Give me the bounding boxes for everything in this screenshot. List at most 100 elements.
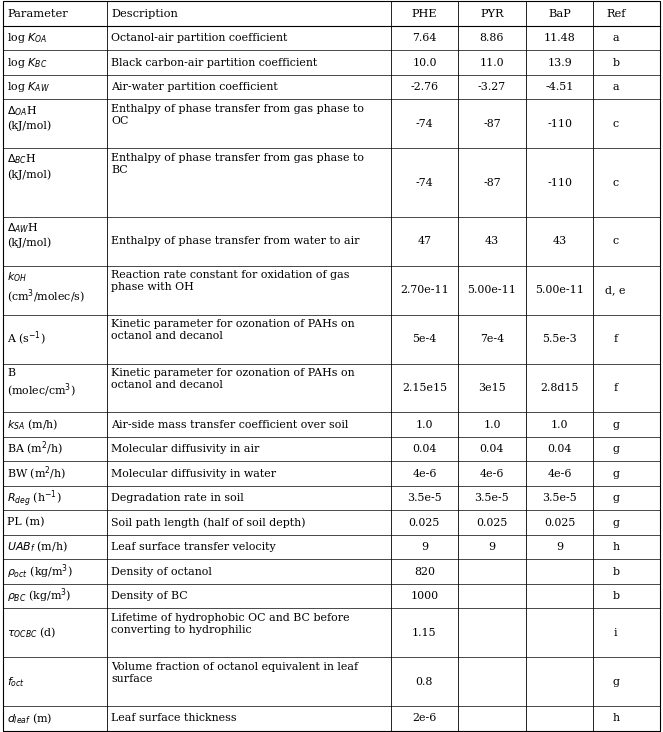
Text: -74: -74 [416, 177, 433, 187]
Text: 2.70e-11: 2.70e-11 [400, 285, 449, 295]
Text: 3e15: 3e15 [478, 383, 506, 393]
Text: 3.5e-5: 3.5e-5 [407, 493, 442, 503]
Text: $d_{leaf}$ (m): $d_{leaf}$ (m) [7, 711, 52, 725]
Text: Molecular diffusivity in air: Molecular diffusivity in air [111, 444, 259, 454]
Text: 0.025: 0.025 [476, 518, 508, 528]
Text: $R_{deg}$ (h$^{-1}$): $R_{deg}$ (h$^{-1}$) [7, 488, 62, 509]
Text: c: c [613, 236, 619, 246]
Text: Leaf surface transfer velocity: Leaf surface transfer velocity [111, 542, 276, 552]
Text: log $K_{BC}$: log $K_{BC}$ [7, 56, 48, 70]
Text: 4e-6: 4e-6 [548, 468, 572, 479]
Text: Enthalpy of phase transfer from gas phase to
OC: Enthalpy of phase transfer from gas phas… [111, 104, 364, 126]
Text: PL (m): PL (m) [7, 518, 45, 528]
Text: h: h [612, 713, 619, 723]
Text: a: a [613, 33, 619, 43]
Text: 7e-4: 7e-4 [480, 334, 504, 344]
Text: 9: 9 [556, 542, 563, 552]
Text: c: c [613, 177, 619, 187]
Text: Density of octanol: Density of octanol [111, 567, 212, 577]
Text: Air-water partition coefficient: Air-water partition coefficient [111, 82, 278, 92]
Text: BaP: BaP [548, 9, 571, 19]
Text: 0.8: 0.8 [416, 676, 433, 687]
Text: Molecular diffusivity in water: Molecular diffusivity in water [111, 468, 276, 479]
Text: 4e-6: 4e-6 [412, 468, 437, 479]
Text: Octanol-air partition coefficient: Octanol-air partition coefficient [111, 33, 287, 43]
Text: 4e-6: 4e-6 [480, 468, 505, 479]
Text: Description: Description [111, 9, 178, 19]
Text: 13.9: 13.9 [547, 58, 572, 67]
Text: g: g [612, 676, 619, 687]
Text: g: g [612, 518, 619, 528]
Text: Reaction rate constant for oxidation of gas
phase with OH: Reaction rate constant for oxidation of … [111, 270, 349, 293]
Text: 1.15: 1.15 [412, 627, 437, 638]
Text: 5.5e-3: 5.5e-3 [542, 334, 577, 344]
Text: f: f [614, 383, 618, 393]
Text: Degradation rate in soil: Degradation rate in soil [111, 493, 244, 503]
Text: Enthalpy of phase transfer from gas phase to
BC: Enthalpy of phase transfer from gas phas… [111, 153, 364, 175]
Text: 8.86: 8.86 [480, 33, 505, 43]
Text: $\Delta_{BC}$H
(kJ/mol): $\Delta_{BC}$H (kJ/mol) [7, 153, 52, 179]
Text: 43: 43 [485, 236, 499, 246]
Text: 3.5e-5: 3.5e-5 [475, 493, 509, 503]
Text: -3.27: -3.27 [478, 82, 506, 92]
Text: g: g [612, 468, 619, 479]
Text: 1.0: 1.0 [483, 419, 501, 430]
Text: log $K_{OA}$: log $K_{OA}$ [7, 31, 48, 45]
Text: PYR: PYR [480, 9, 504, 19]
Text: $\rho_{oct}$ (kg/m$^3$): $\rho_{oct}$ (kg/m$^3$) [7, 562, 73, 580]
Text: $k_{OH}$
(cm$^3$/molec/s): $k_{OH}$ (cm$^3$/molec/s) [7, 270, 86, 306]
Text: $\Delta_{OA}$H
(kJ/mol): $\Delta_{OA}$H (kJ/mol) [7, 104, 52, 130]
Text: d, e: d, e [605, 285, 626, 295]
Text: 2.8d15: 2.8d15 [540, 383, 579, 393]
Text: $f_{oct}$: $f_{oct}$ [7, 675, 25, 689]
Text: $UAB_f$ (m/h): $UAB_f$ (m/h) [7, 539, 68, 554]
Text: i: i [614, 627, 617, 638]
Text: 0.04: 0.04 [412, 444, 437, 454]
Text: 9: 9 [489, 542, 495, 552]
Text: 1.0: 1.0 [416, 419, 433, 430]
Text: $\rho_{BC}$ (kg/m$^3$): $\rho_{BC}$ (kg/m$^3$) [7, 586, 72, 605]
Text: 2e-6: 2e-6 [412, 713, 436, 723]
Text: 47: 47 [418, 236, 432, 246]
Text: h: h [612, 542, 619, 552]
Text: 1.0: 1.0 [551, 419, 568, 430]
Text: Air-side mass transfer coefficient over soil: Air-side mass transfer coefficient over … [111, 419, 348, 430]
Text: Kinetic parameter for ozonation of PAHs on
octanol and decanol: Kinetic parameter for ozonation of PAHs … [111, 368, 355, 390]
Text: Kinetic parameter for ozonation of PAHs on
octanol and decanol: Kinetic parameter for ozonation of PAHs … [111, 319, 355, 341]
Text: Density of BC: Density of BC [111, 591, 188, 601]
Text: b: b [612, 591, 619, 601]
Text: 820: 820 [414, 567, 435, 577]
Text: 1000: 1000 [410, 591, 438, 601]
Text: -2.76: -2.76 [410, 82, 438, 92]
Text: g: g [612, 493, 619, 503]
Text: 7.64: 7.64 [412, 33, 437, 43]
Text: c: c [613, 119, 619, 129]
Text: $\tau_{OCBC}$ (d): $\tau_{OCBC}$ (d) [7, 625, 56, 640]
Text: 9: 9 [421, 542, 428, 552]
Text: f: f [614, 334, 618, 344]
Text: 43: 43 [552, 236, 567, 246]
Text: A (s$^{-1}$): A (s$^{-1}$) [7, 330, 46, 348]
Text: 0.025: 0.025 [544, 518, 575, 528]
Text: 5e-4: 5e-4 [412, 334, 436, 344]
Text: -74: -74 [416, 119, 433, 129]
Text: 0.025: 0.025 [408, 518, 440, 528]
Text: 11.48: 11.48 [544, 33, 575, 43]
Text: -4.51: -4.51 [546, 82, 573, 92]
Text: -87: -87 [483, 119, 501, 129]
Text: BA (m$^2$/h): BA (m$^2$/h) [7, 440, 63, 458]
Text: B
(molec/cm$^3$): B (molec/cm$^3$) [7, 368, 76, 400]
Text: Leaf surface thickness: Leaf surface thickness [111, 713, 237, 723]
Text: Lifetime of hydrophobic OC and BC before
converting to hydrophilic: Lifetime of hydrophobic OC and BC before… [111, 613, 349, 635]
Text: BW (m$^2$/h): BW (m$^2$/h) [7, 465, 66, 482]
Text: 10.0: 10.0 [412, 58, 437, 67]
Text: Ref: Ref [606, 9, 625, 19]
Text: Volume fraction of octanol equivalent in leaf
surface: Volume fraction of octanol equivalent in… [111, 662, 358, 684]
Text: 5.00e-11: 5.00e-11 [535, 285, 584, 295]
Text: 0.04: 0.04 [548, 444, 572, 454]
Text: Black carbon-air partition coefficient: Black carbon-air partition coefficient [111, 58, 318, 67]
Text: b: b [612, 58, 619, 67]
Text: 0.04: 0.04 [480, 444, 505, 454]
Text: Enthalpy of phase transfer from water to air: Enthalpy of phase transfer from water to… [111, 236, 359, 246]
Text: -87: -87 [483, 177, 501, 187]
